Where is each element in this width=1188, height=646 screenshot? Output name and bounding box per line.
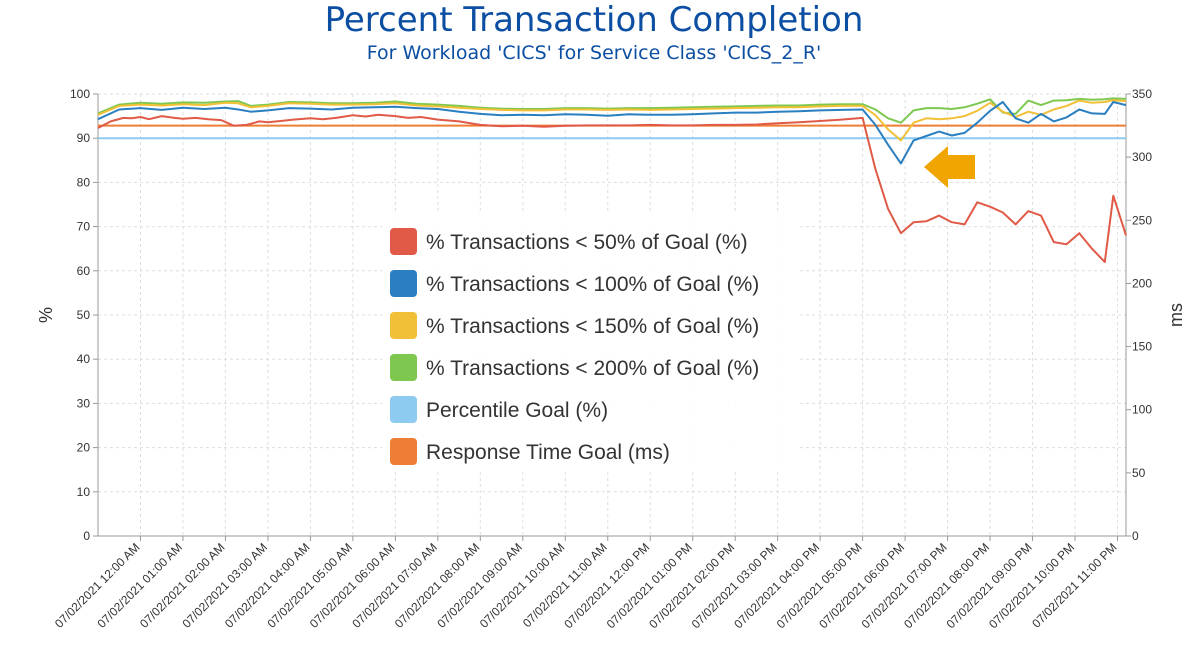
y-tick-label: 50 xyxy=(77,308,91,322)
y-tick-label: 10 xyxy=(77,485,91,499)
y-tick-label: 100 xyxy=(70,87,90,101)
y-axis-title: % xyxy=(36,307,56,323)
y2-tick-label: 200 xyxy=(1132,276,1152,290)
legend-swatch xyxy=(390,396,417,423)
y2-tick-label: 50 xyxy=(1132,466,1146,480)
series-line-transactions-50-of-goal xyxy=(97,113,1127,263)
series-line-transactions-150-of-goal xyxy=(97,99,1127,142)
y2-tick-label: 0 xyxy=(1132,529,1139,543)
legend-box xyxy=(382,214,797,472)
y2-tick-label: 350 xyxy=(1132,87,1152,101)
y2-axis-title: ms xyxy=(1166,303,1186,327)
y-tick-label: 90 xyxy=(77,131,91,145)
y2-tick-label: 250 xyxy=(1132,213,1152,227)
legend-label: % Transactions < 50% of Goal (%) xyxy=(426,231,748,254)
series-line-transactions-100-of-goal xyxy=(97,101,1127,165)
legend-swatch xyxy=(390,354,417,381)
legend: % Transactions < 50% of Goal (%) % Transa… xyxy=(382,214,797,472)
y2-tick-label: 100 xyxy=(1132,403,1152,417)
legend-label: % Transactions < 200% of Goal (%) xyxy=(426,357,759,380)
series-lines xyxy=(97,97,1127,263)
y-tick-label: 70 xyxy=(77,220,91,234)
legend-swatch xyxy=(390,228,417,255)
arrow-left-icon xyxy=(924,146,975,188)
y-tick-label: 80 xyxy=(77,175,91,189)
y2-tick-label: 300 xyxy=(1132,150,1152,164)
x-tick-label: 07/02/2021 11:00 PM xyxy=(1029,540,1119,630)
y-tick-label: 20 xyxy=(77,441,91,455)
chart-title: Percent Transaction Completion xyxy=(324,0,864,40)
chart-subtitle: For Workload 'CICS' for Service Class 'C… xyxy=(366,42,822,64)
legend-swatch xyxy=(390,438,417,465)
legend-label: % Transactions < 150% of Goal (%) xyxy=(426,315,759,338)
y-tick-label: 0 xyxy=(83,529,90,543)
legend-label: % Transactions < 100% of Goal (%) xyxy=(426,273,759,296)
y-tick-label: 30 xyxy=(77,396,91,410)
y-tick-label: 40 xyxy=(77,352,91,366)
y2-tick-label: 150 xyxy=(1132,340,1152,354)
legend-label: Response Time Goal (ms) xyxy=(426,441,670,464)
legend-swatch xyxy=(390,312,417,339)
legend-label: Percentile Goal (%) xyxy=(426,399,608,422)
legend-swatch xyxy=(390,270,417,297)
annotation xyxy=(924,146,975,188)
y-tick-label: 60 xyxy=(77,264,91,278)
